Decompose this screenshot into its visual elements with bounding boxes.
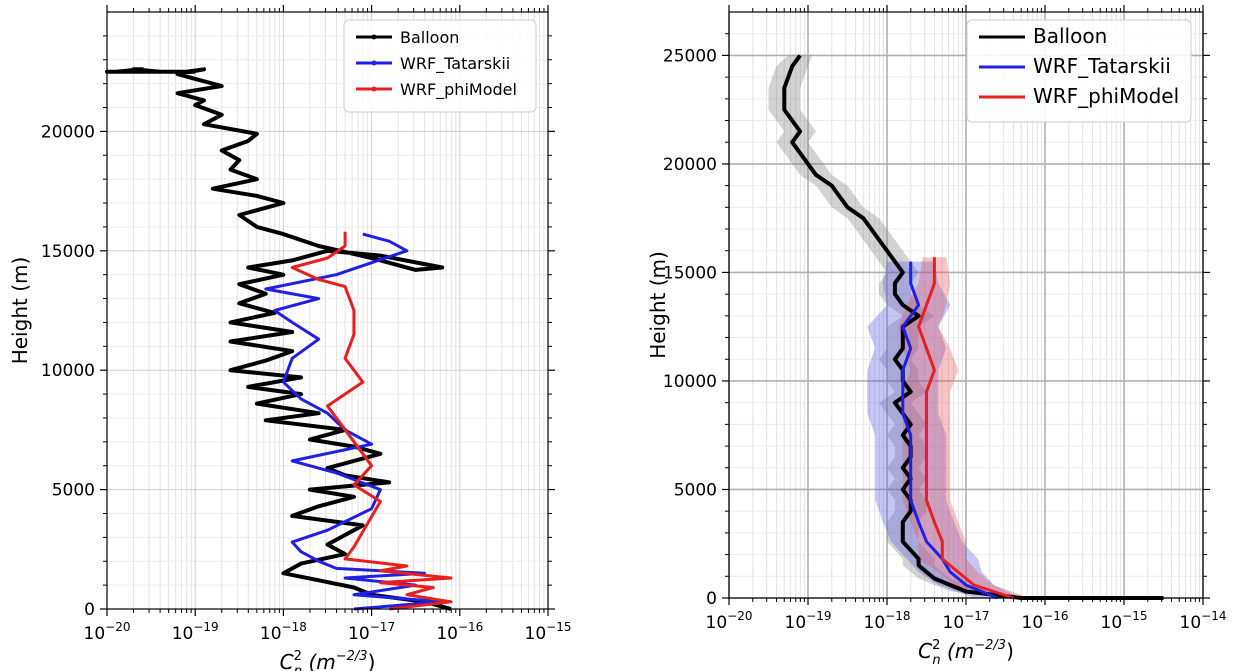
x-tick-label: 10−20 xyxy=(84,620,131,644)
x-tick-label: 10−18 xyxy=(864,609,911,633)
chart-panel-2: 10−20 10−19 10−18 10−17 10−16 10−15 10−1405000… xyxy=(646,5,1226,668)
x-tick-exponent: −20 xyxy=(727,609,752,623)
legend: Balloon WRF_Tatarskii WRF_phiModel xyxy=(343,19,537,113)
x-tick-exponent: −19 xyxy=(193,620,218,634)
x-tick-base: 10 xyxy=(864,613,886,633)
x-label-unit: (m xyxy=(302,650,336,671)
x-tick-base: 10 xyxy=(1022,613,1044,633)
x-tick-label: 10−15 xyxy=(525,620,572,644)
y-axis-label: Height (m) xyxy=(646,251,670,359)
x-tick-label: 10−19 xyxy=(785,609,832,633)
x-tick-label: 10−16 xyxy=(436,620,483,644)
x-tick-exponent: −17 xyxy=(370,620,395,634)
x-tick-base: 10 xyxy=(348,624,370,644)
x-tick-label: 10−15 xyxy=(1101,609,1148,633)
y-axis-label: Height (m) xyxy=(8,257,32,365)
x-tick-base: 10 xyxy=(1180,613,1202,633)
y-tick-label: 0 xyxy=(84,600,95,620)
x-tick-base: 10 xyxy=(706,613,728,633)
x-tick-base: 10 xyxy=(436,624,458,644)
legend-marker xyxy=(371,60,377,66)
x-tick-exponent: −15 xyxy=(1122,609,1147,623)
x-tick-base: 10 xyxy=(172,624,194,644)
x-tick-label: 10−18 xyxy=(260,620,307,644)
x-tick-label: 10−14 xyxy=(1180,609,1227,633)
x-label-unit-sup: −2/3 xyxy=(336,649,368,664)
x-label-unit: (m xyxy=(941,639,975,663)
x-label-base: C xyxy=(918,639,932,663)
x-tick-label: 10−16 xyxy=(1022,609,1069,633)
x-tick-exponent: −20 xyxy=(105,620,130,634)
x-tick-base: 10 xyxy=(260,624,282,644)
x-tick-exponent: −19 xyxy=(806,609,831,623)
x-label-sub: n xyxy=(932,653,940,668)
y-tick-label: 20000 xyxy=(41,122,95,142)
x-label-sup: 2 xyxy=(932,638,940,653)
band-wrf_tatarskii xyxy=(867,261,1022,598)
y-tick-label: 15000 xyxy=(41,242,95,262)
legend-label: WRF_phiModel xyxy=(400,80,517,100)
series-line-wrf_phimodel xyxy=(917,257,1014,600)
y-tick-label: 10000 xyxy=(41,361,95,381)
x-tick-base: 10 xyxy=(1101,613,1123,633)
x-tick-exponent: −16 xyxy=(458,620,483,634)
x-label-unit-close: ) xyxy=(1006,639,1014,663)
series-line-balloon xyxy=(782,54,1164,600)
legend-marker xyxy=(371,86,377,92)
band-balloon xyxy=(768,55,1168,598)
y-tick-label: 15000 xyxy=(663,263,717,283)
x-tick-exponent: −18 xyxy=(885,609,910,623)
x-tick-base: 10 xyxy=(785,613,807,633)
series-line-balloon xyxy=(105,67,452,611)
x-label-unit-close: ) xyxy=(368,650,376,671)
x-label-unit-sup: −2/3 xyxy=(974,638,1006,653)
x-tick-exponent: −17 xyxy=(964,609,989,623)
x-label-sub: n xyxy=(294,664,302,671)
axes-frame xyxy=(106,11,549,610)
x-tick-exponent: −14 xyxy=(1201,609,1226,623)
x-tick-base: 10 xyxy=(525,624,547,644)
x-tick-label: 10−17 xyxy=(348,620,395,644)
y-tick-label: 5000 xyxy=(52,481,95,501)
x-tick-exponent: −16 xyxy=(1043,609,1068,623)
legend-marker xyxy=(371,34,377,40)
x-tick-label: 10−17 xyxy=(943,609,990,633)
x-tick-exponent: −15 xyxy=(546,620,571,634)
y-tick-label: 20000 xyxy=(663,155,717,175)
y-tick-label: 5000 xyxy=(674,480,717,500)
x-label-base: C xyxy=(280,650,294,671)
x-tick-base: 10 xyxy=(84,624,106,644)
y-tick-label: 25000 xyxy=(663,46,717,66)
y-tick-label: 0 xyxy=(706,589,717,609)
chart-panel-1: 10−20 10−19 10−18 10−17 10−16 10−150500010000… xyxy=(8,5,571,671)
legend-label: WRF_Tatarskii xyxy=(400,54,510,74)
x-label-sup: 2 xyxy=(294,649,302,664)
series-line-wrf_tatarskii xyxy=(264,232,444,611)
legend-label: Balloon xyxy=(1033,24,1107,48)
series-line-wrf_phimodel xyxy=(290,231,453,611)
legend-label: WRF_Tatarskii xyxy=(1033,54,1171,78)
y-tick-label: 10000 xyxy=(663,372,717,392)
x-tick-exponent: −18 xyxy=(282,620,307,634)
legend: Balloon WRF_Tatarskii WRF_phiModel xyxy=(966,19,1192,123)
x-tick-label: 10−19 xyxy=(172,620,219,644)
legend-label: WRF_phiModel xyxy=(1033,84,1179,108)
x-axis-label: C2n (m−2/3) xyxy=(280,649,376,671)
legend-label: Balloon xyxy=(400,28,459,47)
x-tick-base: 10 xyxy=(943,613,965,633)
x-tick-label: 10−20 xyxy=(706,609,753,633)
